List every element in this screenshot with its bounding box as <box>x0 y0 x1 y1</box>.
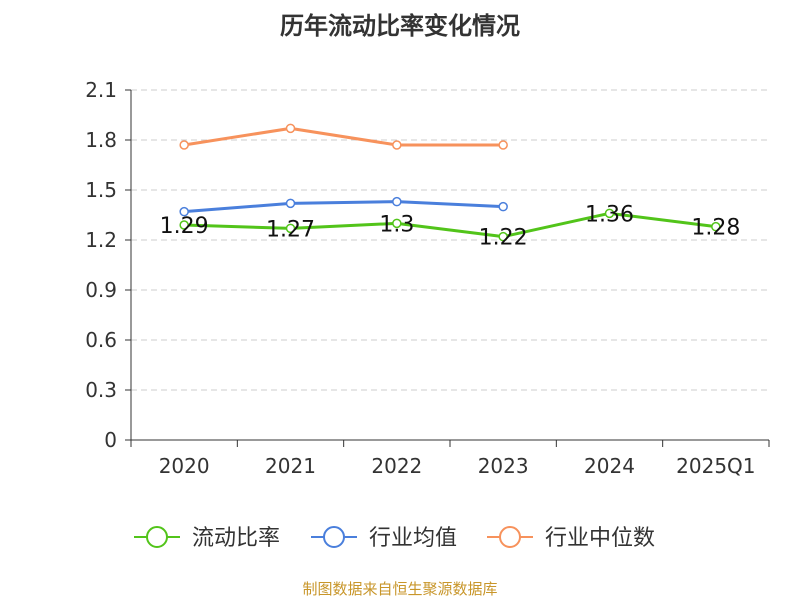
data-point[interactable] <box>392 196 402 207</box>
data-label: 1.36 <box>585 202 634 227</box>
legend-item-2[interactable]: 行业中位数 <box>487 526 655 551</box>
legend-label: 行业中位数 <box>545 526 655 551</box>
x-tick-label: 2023 <box>478 454 529 478</box>
y-tick-label: 0.3 <box>85 378 117 402</box>
x-tick-label: 2021 <box>265 454 316 478</box>
y-tick-label: 1.2 <box>85 228 117 252</box>
data-point[interactable] <box>179 220 189 230</box>
data-point[interactable] <box>392 140 402 150</box>
data-point[interactable] <box>285 223 296 234</box>
data-point[interactable] <box>285 198 296 209</box>
legend[interactable]: 流动比率 行业均值 行业中位数 <box>134 526 655 551</box>
legend-marker <box>146 526 168 548</box>
x-tick-label: 2022 <box>371 454 422 478</box>
y-tick-label: 0.9 <box>85 278 117 302</box>
data-point[interactable] <box>179 140 189 150</box>
legend-label: 流动比率 <box>192 526 280 551</box>
legend-marker <box>323 526 345 548</box>
legend-marker <box>499 526 521 548</box>
series-line-1 <box>184 200 504 214</box>
data-labels: 1.29 1.27 1.3 1.22 1.36 1.28 <box>160 202 741 250</box>
legend-item-0[interactable]: 流动比率 <box>134 526 280 551</box>
axes: 0 0.3 0.6 0.9 1.2 1.5 1.8 2.1 2020 2021 2022 2023 20… <box>85 78 770 478</box>
data-point[interactable] <box>498 231 508 242</box>
data-label: 1.27 <box>266 217 315 242</box>
source-note: 制图数据来自恒生聚源数据库 <box>302 580 498 598</box>
data-label: 1.28 <box>691 216 740 241</box>
x-tick-label: 2025Q1 <box>676 454 755 478</box>
series <box>179 123 721 242</box>
data-point[interactable] <box>498 140 508 150</box>
y-tick-label: 0 <box>104 428 117 452</box>
grid <box>131 89 769 391</box>
legend-item-1[interactable]: 行业均值 <box>311 526 457 551</box>
series-line-2 <box>183 126 504 147</box>
data-point[interactable] <box>392 218 402 229</box>
y-tick-label: 0.6 <box>85 328 117 352</box>
data-point[interactable] <box>179 206 189 217</box>
data-point[interactable] <box>285 123 296 134</box>
data-label: 1.3 <box>379 212 414 237</box>
legend-label: 行业均值 <box>369 526 457 551</box>
y-tick-label: 1.5 <box>85 178 117 202</box>
data-point[interactable] <box>604 208 615 219</box>
x-tick-label: 2020 <box>159 454 210 478</box>
x-tick-label: 2024 <box>584 454 635 478</box>
y-tick-label: 1.8 <box>85 128 117 152</box>
chart-title: 历年流动比率变化情况 <box>280 12 520 40</box>
data-point[interactable] <box>711 221 721 232</box>
data-label: 1.22 <box>479 226 528 251</box>
data-point[interactable] <box>498 201 508 212</box>
series-line-0 <box>184 211 717 239</box>
y-tick-label: 2.1 <box>85 78 117 102</box>
data-label: 1.29 <box>160 214 209 239</box>
